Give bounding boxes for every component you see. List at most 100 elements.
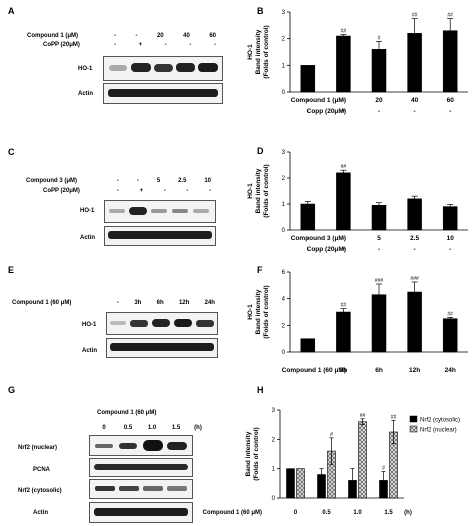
panel-label-f: F [257, 265, 263, 275]
y-tick-label: 2 [272, 437, 276, 443]
x-row-value: 12h [409, 367, 420, 374]
bar [300, 203, 316, 231]
legend-swatch [409, 425, 418, 433]
significance-label: ## [447, 13, 453, 19]
x-row-label: Compound 1 (μM) [291, 97, 346, 104]
y-tick-label: 0 [282, 228, 286, 234]
blot-a-image [103, 56, 223, 104]
x-row-label: Copp (20μM) [307, 108, 346, 115]
blot-c-r1-v1: - [136, 178, 139, 184]
blot-c-band-label-ho1: HO-1 [80, 208, 95, 214]
bar-cytosolic [286, 468, 295, 499]
significance-label: # [382, 466, 385, 472]
legend-label: Nrf2 (cytosolic) [420, 418, 460, 424]
blot-c-band-label-actin: Actin [80, 235, 95, 241]
blot-c-r2-v1: + [139, 188, 144, 194]
x-row-value: 5 [377, 235, 381, 242]
x-row-value: - [342, 235, 344, 242]
blot-c-treat-label-1: Compound 3 (μM) [26, 178, 77, 184]
blot-e-r1-v1: 3h [134, 300, 142, 306]
blot-c-r2-v4: - [208, 188, 211, 194]
y-tick-label: 1 [282, 63, 286, 69]
significance-label: ## [391, 414, 397, 420]
blot-e-r1-v2: 6h [156, 300, 164, 306]
blot-g-header: Compound 1 (60 μM) [97, 410, 157, 416]
chart-b: 0 1 2 3 HO-1 Band intensity (Folds of control)… [247, 10, 468, 115]
legend-label: Nrf2 (nuclear) [420, 428, 457, 434]
y-tick-label: 3 [282, 10, 286, 16]
blot-g-band-label-nrf2-cytosolic: Nrf2 (cytosolic) [18, 488, 62, 494]
bar [371, 205, 387, 231]
blot-g-v1: 0.5 [123, 425, 133, 431]
panel-label-c: C [8, 147, 15, 157]
x-row-value: - [414, 246, 416, 253]
blot-g-v0: 0 [102, 425, 106, 431]
significance-label: ## [412, 13, 418, 19]
significance-label: ## [341, 164, 347, 170]
y-tick-label: 2 [282, 323, 286, 329]
blot-g-v3: 1.5 [171, 425, 181, 431]
blot-a-treat-label-1: Compound 1 (μM) [27, 33, 78, 39]
bar-nuclear [358, 421, 367, 499]
y-axis-label: Band intensity [255, 168, 262, 213]
significance-label: # [330, 432, 333, 438]
x-row-value: - [449, 108, 451, 115]
blot-e-band-label-ho1: HO-1 [82, 322, 97, 328]
y-tick-label: 4 [282, 297, 286, 303]
bar [336, 35, 351, 93]
blot-g-band-label-nrf2-nuclear: Nrf2 (nuclear) [18, 445, 58, 451]
blot-c-r2-v0: - [117, 188, 119, 194]
x-row-value: 24h [445, 367, 456, 374]
blot-a-row1: - - 20 40 60 [114, 33, 216, 41]
blot-a-r1-v0: - [114, 33, 116, 39]
bar [336, 172, 351, 231]
y-tick-label: 0 [282, 90, 286, 96]
blot-a-r2-v1: + [138, 42, 143, 48]
y-tick-label: 3 [272, 408, 276, 414]
significance-label: ### [375, 278, 384, 284]
chart-d: 0 1 2 3 HO-1 Band intensity (Folds of control)… [247, 150, 468, 253]
x-row-unit: (h) [404, 510, 412, 516]
x-row-value: 40 [411, 97, 419, 104]
blot-a-r1-v3: 40 [183, 33, 190, 39]
x-row-value: 0 [294, 510, 298, 516]
blot-a-r2-v3: - [189, 42, 192, 48]
x-row-label: Compound 3 (μM) [291, 235, 346, 242]
blot-c-row2: - + - - - [117, 188, 211, 196]
blot-a-r1-v2: 20 [156, 33, 164, 39]
blot-e-r1-v3: 12h [178, 300, 190, 306]
significance-label: # [378, 35, 381, 41]
blot-c-r2-v3: - [186, 188, 189, 194]
blot-a-row2: - + - - - [114, 42, 216, 50]
x-row-value: - [342, 97, 344, 104]
x-row-value: - [307, 108, 309, 115]
x-row-label: Compound 1 (60 μM) [203, 510, 262, 516]
blot-a-r2-v2: - [164, 42, 167, 48]
blot-g-image [89, 435, 193, 523]
x-row-value: - [307, 235, 309, 242]
y-tick-label: 0 [282, 350, 286, 356]
x-row-value: - [378, 108, 380, 115]
blot-a-band-label-ho1: HO-1 [78, 66, 93, 72]
panel-label-e: E [8, 265, 15, 275]
blot-g-v2: 1.0 [147, 425, 157, 431]
y-axis-label: HO-1 [247, 44, 254, 60]
y-axis-label: Band intensity [255, 29, 262, 74]
blot-g-band-label-pcna: PCNA [33, 467, 51, 473]
x-row-label: Copp (20μM) [307, 246, 346, 253]
bar [300, 338, 316, 353]
significance-label: ## [341, 303, 347, 309]
panel-label-h: H [257, 385, 264, 395]
y-axis-label: (Folds of control) [263, 164, 270, 217]
blot-e-r1-v0: - [117, 300, 119, 306]
chart-f: 0 2 4 6 HO-1 Band intensity (Folds of control)… [247, 270, 468, 374]
significance-label: ### [410, 276, 419, 282]
blot-c-r1-v0: - [117, 178, 119, 184]
bar [300, 65, 316, 93]
blot-e-band-label-actin: Actin [82, 348, 97, 354]
panel-label-a: A [8, 6, 15, 16]
x-row-value: + [342, 108, 346, 115]
blot-c-treat-label-2: CoPP (20μM) [43, 188, 80, 194]
blot-a-treat-label-2: CoPP (20μM) [43, 42, 80, 48]
y-tick-label: 1 [282, 202, 286, 208]
